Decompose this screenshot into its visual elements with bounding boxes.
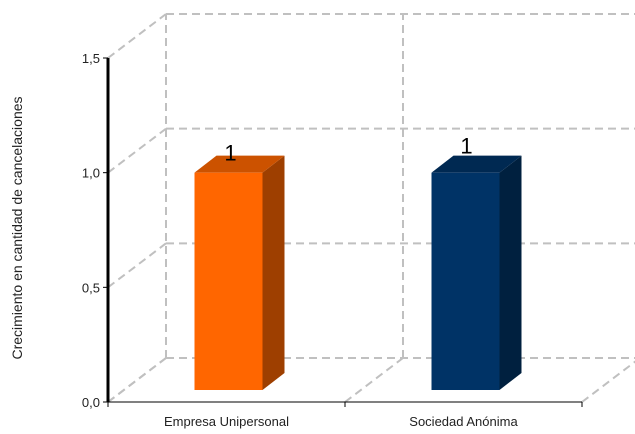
bar-top-1 bbox=[431, 155, 522, 173]
label-layer: 1 Empresa Unipersonal 1 Sociedad Anónima bbox=[164, 134, 518, 429]
floor-line-2 bbox=[581, 360, 635, 403]
y-tick-label: 0,5 bbox=[82, 280, 100, 295]
gridline-side-0 bbox=[107, 357, 167, 403]
grid-layer bbox=[107, 13, 635, 403]
y-tick-label: 1,5 bbox=[82, 51, 100, 66]
data-label: 1 bbox=[224, 141, 236, 166]
bar-1 bbox=[431, 172, 500, 390]
bar-side-0 bbox=[262, 155, 285, 390]
data-label: 1 bbox=[460, 134, 472, 159]
y-tick-label: 1,0 bbox=[82, 166, 100, 181]
floor-line-1 bbox=[344, 357, 404, 403]
category-label: Sociedad Anónima bbox=[409, 414, 518, 429]
y-tick-label: 0,0 bbox=[82, 395, 100, 410]
category-label: Empresa Unipersonal bbox=[164, 414, 289, 429]
axis-layer: 0,0 0,5 1,0 1,5 bbox=[82, 51, 583, 410]
gridline-side-1 bbox=[107, 242, 167, 289]
bar-side-1 bbox=[499, 155, 522, 390]
gridline-side-2 bbox=[107, 127, 167, 174]
bar-0 bbox=[194, 172, 263, 390]
floor-line-0 bbox=[107, 357, 167, 403]
bar-top-0 bbox=[194, 155, 285, 173]
bar-layer bbox=[194, 155, 522, 390]
y-axis-title: Crecimiento en cantidad de cancelaciones bbox=[9, 96, 25, 359]
gridline-side-3 bbox=[107, 13, 167, 59]
